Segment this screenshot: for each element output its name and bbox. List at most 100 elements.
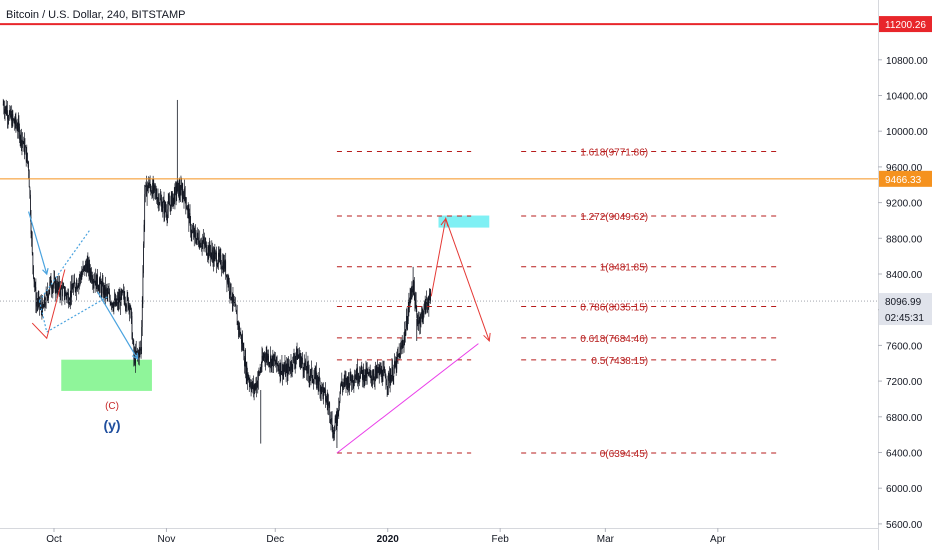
candle-body bbox=[48, 293, 49, 299]
candle-body bbox=[275, 363, 277, 365]
candle-body bbox=[265, 356, 267, 362]
candle-body bbox=[415, 299, 417, 310]
candle-body bbox=[254, 387, 256, 391]
candle-body bbox=[53, 284, 54, 287]
candle-body bbox=[187, 207, 188, 211]
candle-body bbox=[359, 377, 361, 379]
candle-body bbox=[150, 186, 152, 192]
candle-body bbox=[405, 327, 407, 335]
candle-body bbox=[148, 185, 150, 188]
candle-body bbox=[178, 186, 180, 196]
symbol-header[interactable]: Bitcoin / U.S. Dollar, 240, BITSTAMP bbox=[6, 9, 186, 21]
candle-body bbox=[54, 278, 55, 280]
candle-body bbox=[91, 271, 92, 281]
candle-body bbox=[141, 303, 143, 327]
candle-body bbox=[228, 281, 230, 285]
candle-body bbox=[102, 281, 104, 295]
candle-body bbox=[17, 121, 19, 131]
candle-body bbox=[244, 360, 245, 366]
candle-body bbox=[193, 229, 195, 238]
candle-body bbox=[138, 348, 140, 359]
candle-body bbox=[186, 206, 187, 208]
orange-line-price-label: 9466.33 bbox=[885, 175, 922, 186]
candle-body bbox=[62, 286, 64, 288]
candle-body bbox=[160, 199, 162, 201]
candle-body bbox=[129, 307, 131, 313]
candle-body bbox=[207, 254, 208, 256]
last-price-label: 8096.99 bbox=[885, 297, 922, 308]
candle-body bbox=[303, 362, 305, 373]
candle-body bbox=[36, 301, 38, 303]
candle-body bbox=[65, 292, 66, 296]
candle-body bbox=[426, 299, 427, 304]
candle-body bbox=[106, 290, 108, 294]
candle-body bbox=[379, 368, 381, 375]
candle-body bbox=[252, 382, 254, 390]
candle-body bbox=[277, 365, 279, 370]
candle-body bbox=[400, 347, 401, 358]
candle-body bbox=[164, 203, 165, 214]
candle-body bbox=[7, 110, 8, 120]
candle-body bbox=[228, 281, 230, 292]
candle-body bbox=[425, 299, 427, 313]
candle-body bbox=[90, 271, 92, 277]
candle-body bbox=[428, 300, 430, 308]
candle-body bbox=[401, 343, 403, 347]
candle-body bbox=[50, 276, 51, 282]
time-axis[interactable]: Oct Nov Dec 2020 Feb Mar Apr bbox=[0, 528, 878, 545]
candle-body bbox=[366, 367, 367, 378]
candle-body bbox=[180, 192, 181, 195]
fib-retracement[interactable]: 1.618(9771.86) 1.272(9049.62) 1(8481.85) 0.… bbox=[336, 148, 778, 460]
candle-body bbox=[172, 197, 174, 206]
candle-body bbox=[382, 370, 384, 382]
candle-body bbox=[298, 356, 300, 358]
candle-body bbox=[388, 373, 390, 375]
candle-body bbox=[247, 372, 248, 382]
candle-body bbox=[95, 275, 97, 289]
candle-body bbox=[383, 368, 385, 372]
candle-body bbox=[347, 380, 349, 388]
y-tick-label: 9200.00 bbox=[886, 199, 923, 210]
candle-body bbox=[26, 152, 28, 162]
candle-body bbox=[346, 377, 347, 385]
candle-body bbox=[242, 339, 243, 348]
price-axis[interactable]: 5600.00 6000.00 6400.00 6800.00 7200.00 7600.… bbox=[878, 0, 932, 550]
candle-body bbox=[288, 366, 290, 368]
candle-body bbox=[104, 285, 106, 295]
candle-body bbox=[276, 356, 277, 365]
candle-body bbox=[157, 197, 159, 199]
candle-body bbox=[132, 339, 134, 344]
candle-body bbox=[56, 290, 58, 293]
candle-body bbox=[174, 186, 176, 203]
candle-body bbox=[406, 315, 408, 327]
candle-body bbox=[236, 313, 238, 326]
candle-body bbox=[348, 376, 349, 388]
candle-body bbox=[330, 419, 332, 423]
candle-body bbox=[63, 286, 65, 288]
candle-body bbox=[203, 238, 205, 242]
candle-body bbox=[81, 274, 83, 279]
bar-countdown-label: 02:45:31 bbox=[885, 313, 924, 324]
candle-body bbox=[213, 251, 215, 261]
candle-body bbox=[34, 286, 36, 288]
candle-body bbox=[182, 191, 184, 198]
candle-body bbox=[149, 182, 150, 186]
candle-body bbox=[83, 267, 84, 268]
candle-body bbox=[401, 345, 402, 347]
channel-line bbox=[39, 229, 91, 302]
candle-body bbox=[116, 301, 118, 305]
candle-body bbox=[190, 218, 191, 233]
candle-body bbox=[163, 200, 164, 202]
candle-body bbox=[16, 125, 18, 130]
candle-body bbox=[59, 281, 60, 292]
trendline[interactable] bbox=[336, 343, 479, 454]
arrow-head bbox=[42, 268, 49, 276]
channel-line bbox=[38, 300, 48, 333]
candle-body bbox=[268, 355, 269, 365]
candle-body bbox=[191, 231, 193, 235]
candle-body bbox=[124, 304, 126, 306]
candle-body bbox=[20, 132, 22, 139]
candle-body bbox=[406, 315, 407, 328]
candle-body bbox=[97, 274, 98, 288]
